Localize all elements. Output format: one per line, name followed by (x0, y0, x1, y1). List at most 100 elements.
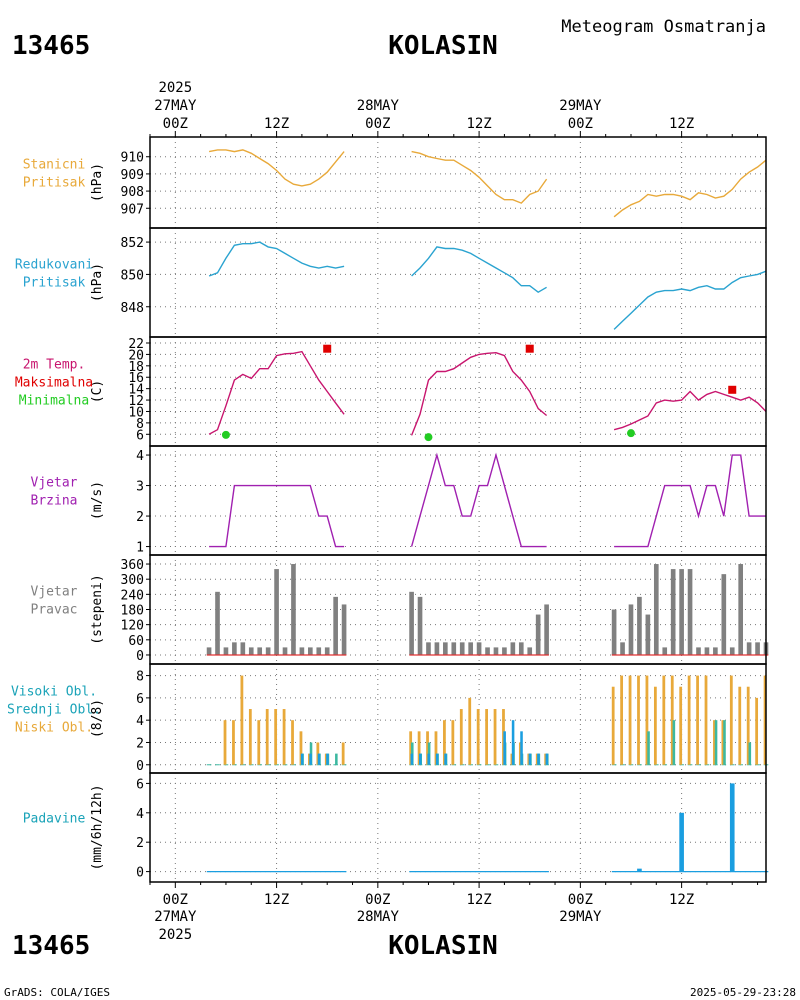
bar (510, 642, 516, 655)
time-tick-label-bottom: 12Z (466, 892, 491, 908)
series-line (208, 241, 345, 277)
y-tick-label: 22 (128, 337, 144, 352)
bar (341, 604, 347, 655)
bar (645, 614, 651, 655)
cloud-bar-niski-obl- (341, 742, 345, 765)
year-label-top: 2025 (158, 80, 192, 96)
time-tick-label-bottom: 00Z (163, 892, 188, 908)
panel-label: Pritisak (23, 276, 86, 291)
y-tick-label: 20 (128, 348, 144, 363)
bar (257, 647, 263, 655)
y-tick-label: 120 (121, 619, 144, 634)
bar (308, 647, 313, 655)
time-tick-label-bottom: 00Z (568, 892, 593, 908)
bar (215, 591, 220, 655)
year-label-bottom: 2025 (158, 927, 192, 943)
bar (459, 642, 465, 655)
cloud-bar-visoki-obl- (326, 753, 329, 765)
cloud-bar-niski-obl- (620, 675, 624, 765)
cloud-bar-niski-obl- (628, 675, 632, 765)
min-temp-marker (221, 430, 230, 439)
cloud-bar-niski-obl- (223, 720, 227, 765)
max-temp-marker (728, 385, 737, 394)
cloud-bar-niski-obl- (299, 731, 303, 765)
time-tick-label-bottom: 00Z (365, 892, 390, 908)
y-tick-label: 16 (128, 371, 144, 386)
cloud-bar-niski-obl- (468, 697, 472, 765)
y-tick-label: 0 (136, 759, 144, 774)
series-line (613, 390, 767, 431)
bar (679, 569, 684, 655)
y-tick-label: 2 (136, 736, 144, 751)
footer-station-name: KOLASIN (388, 931, 498, 961)
panel-label: Srednji Obl. (7, 703, 101, 718)
cloud-bar-niski-obl- (653, 686, 657, 765)
time-tick-label-bottom: 12Z (264, 892, 289, 908)
cloud-bar-niski-obl- (257, 720, 261, 765)
panel-cloud-cover: 0 2 4 6 8 (8/8)Visoki Obl. Srednji Obl. Niski O… (7, 663, 769, 774)
date-label-top: 27MAY (154, 98, 197, 114)
bar (274, 569, 279, 655)
cloud-bar-niski-obl- (476, 709, 480, 765)
bar (451, 642, 457, 655)
bar (721, 574, 727, 655)
bar (417, 596, 423, 655)
cloud-bar-visoki-obl- (317, 753, 321, 765)
bar (729, 647, 735, 655)
cloud-bar-niski-obl- (443, 720, 446, 765)
bar (729, 783, 735, 872)
panel-precipitation: 0 2 4 6 (mm/6h/12h) Padavine (23, 772, 769, 883)
time-tick-label-top: 00Z (568, 116, 593, 132)
bar (485, 647, 490, 655)
cloud-bar-niski-obl- (240, 675, 244, 765)
series-line (411, 150, 548, 204)
y-tick-label: 4 (136, 714, 144, 729)
bar (206, 647, 212, 655)
y-tick-label: 6 (136, 692, 144, 707)
y-tick-label: 848 (121, 301, 144, 316)
cloud-bar-niski-obl- (426, 731, 429, 765)
bar (291, 564, 296, 655)
y-tick-label: 10 (128, 405, 144, 420)
bar (468, 642, 473, 655)
y-tick-label: 8 (136, 417, 144, 432)
cloud-bar-visoki-obl- (520, 731, 523, 765)
cloud-bar-niski-obl- (704, 675, 708, 765)
y-tick-label: 1 (136, 541, 144, 556)
cloud-bar-niski-obl- (763, 675, 767, 765)
cloud-bar-niski-obl- (696, 675, 699, 765)
panel-station-pressure: 907 908 909 910 (hPa) Stanicni Pritisak (23, 136, 767, 229)
y-tick-label: 8 (136, 670, 144, 685)
bar (476, 642, 482, 655)
cloud-bar-niski-obl- (265, 709, 269, 765)
bar (637, 868, 642, 872)
time-tick-label-top: 00Z (163, 116, 188, 132)
cloud-bar-niski-obl- (662, 675, 666, 765)
y-tick-label: 850 (121, 268, 144, 283)
cloud-bar-niski-obl- (721, 720, 725, 765)
series-line (410, 452, 547, 548)
max-temp-marker (323, 344, 332, 353)
y-tick-label: 4 (136, 807, 144, 822)
panel-label: Pritisak (23, 176, 86, 191)
bar (493, 647, 499, 655)
panel-frame (149, 772, 767, 883)
series-line (614, 454, 766, 548)
time-tick-label-top: 12Z (466, 116, 491, 132)
bar (232, 642, 237, 655)
date-label-bottom: 27MAY (154, 909, 197, 925)
series-line (411, 246, 547, 294)
series-line (613, 270, 767, 330)
time-tick-label-top: 00Z (365, 116, 390, 132)
bar (713, 647, 718, 655)
panel-label: Maksimalna (15, 376, 93, 391)
cloud-bar-srednji-obl- (714, 720, 718, 765)
cloud-bar-visoki-obl- (444, 753, 447, 765)
series-line (410, 351, 548, 436)
cloud-bar-visoki-obl- (503, 731, 506, 765)
series-line (208, 149, 345, 187)
cloud-bar-visoki-obl- (410, 753, 414, 765)
y-axis-unit: (8/8) (90, 699, 105, 738)
